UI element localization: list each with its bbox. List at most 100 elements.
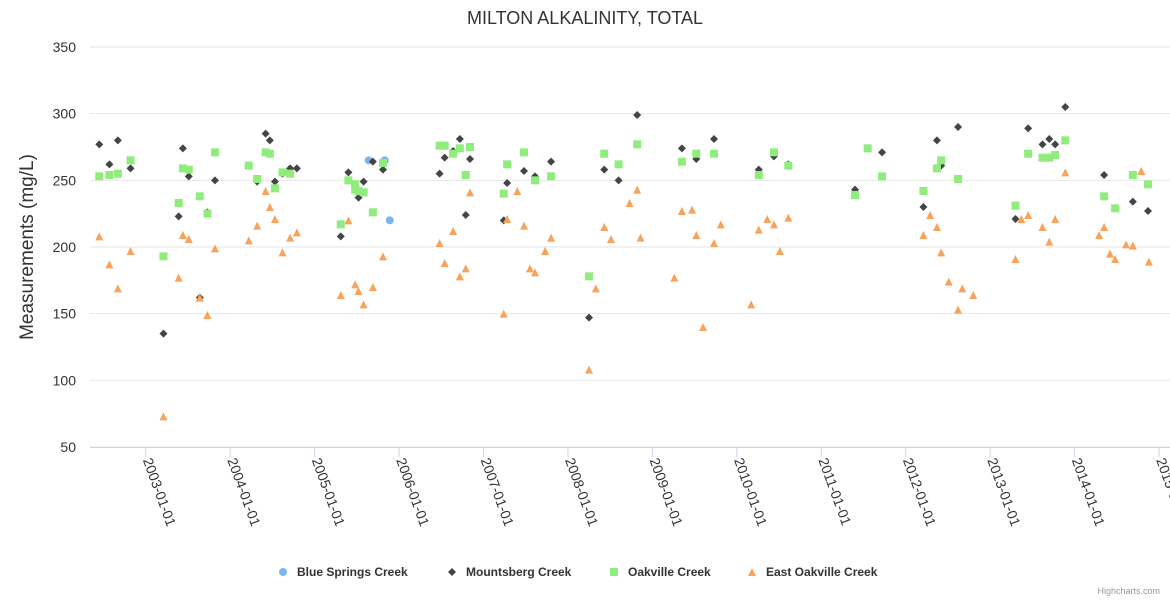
- data-point: [688, 205, 697, 214]
- data-point: [937, 156, 946, 165]
- legend[interactable]: Blue Springs Creek Mountsberg Creek Oakvil…: [279, 565, 878, 579]
- legend-label[interactable]: East Oakville Creek: [766, 565, 878, 579]
- data-point: [455, 135, 464, 143]
- legend-label[interactable]: Oakville Creek: [628, 565, 711, 579]
- data-point: [769, 148, 778, 157]
- data-point: [435, 141, 444, 150]
- data-point: [203, 209, 212, 218]
- data-point: [851, 191, 860, 199]
- data-point: [1051, 151, 1060, 159]
- data-point: [1011, 255, 1020, 263]
- data-point: [368, 283, 377, 291]
- data-point: [585, 272, 594, 281]
- x-tick-label: 2013-01-01: [984, 456, 1024, 529]
- data-point: [633, 140, 642, 149]
- data-point: [531, 268, 540, 277]
- data-point: [585, 365, 594, 374]
- data-point: [932, 164, 941, 173]
- data-point: [440, 141, 449, 150]
- data-point: [520, 167, 529, 175]
- series-east-oakville-creek: [95, 167, 1153, 421]
- data-point: [261, 187, 270, 195]
- legend-label[interactable]: Mountsberg Creek: [466, 565, 572, 579]
- data-point: [265, 136, 274, 145]
- legend-label[interactable]: Blue Springs Creek: [297, 565, 408, 579]
- data-point: [670, 273, 679, 282]
- data-point: [1111, 204, 1120, 213]
- data-point: [1038, 223, 1047, 231]
- data-point: [178, 144, 187, 153]
- data-point: [195, 293, 204, 302]
- data-point: [113, 169, 122, 178]
- series-oakville-creek: [95, 136, 1153, 281]
- data-point: [1011, 201, 1020, 210]
- data-point: [336, 232, 345, 241]
- data-point: [954, 175, 963, 183]
- data-point: [455, 272, 464, 281]
- data-point: [174, 273, 183, 282]
- data-point: [105, 160, 114, 169]
- data-point: [600, 165, 609, 174]
- data-point: [174, 212, 183, 221]
- legend-circle-icon: [279, 568, 287, 576]
- data-point: [499, 189, 508, 198]
- data-point: [1024, 211, 1033, 219]
- legend-item[interactable]: East Oakville Creek: [748, 565, 878, 579]
- data-point: [465, 143, 474, 151]
- data-point: [775, 247, 784, 255]
- data-point: [105, 171, 114, 179]
- data-point: [937, 248, 946, 257]
- data-point: [203, 311, 212, 319]
- data-point: [1095, 231, 1104, 239]
- data-point: [1045, 135, 1054, 143]
- data-point: [754, 171, 763, 179]
- x-axis-ticks: 2003-01-01 2004-01-01 2005-01-01 2006-01-01…: [90, 447, 1170, 529]
- data-point: [1100, 171, 1109, 179]
- data-point: [525, 264, 534, 273]
- data-point: [178, 164, 187, 173]
- data-point: [95, 140, 104, 149]
- credit-link[interactable]: Highcharts.com: [1097, 586, 1160, 596]
- data-point: [1144, 207, 1153, 215]
- legend-item[interactable]: Mountsberg Creek: [448, 565, 572, 579]
- data-point: [359, 177, 368, 186]
- data-point: [455, 144, 464, 153]
- data-point: [692, 149, 701, 158]
- data-point: [969, 291, 978, 299]
- y-axis-label: Measurements (mg/L): [17, 154, 38, 340]
- data-point: [878, 172, 887, 181]
- data-point: [126, 247, 135, 255]
- data-point: [465, 188, 474, 197]
- data-point: [878, 148, 887, 157]
- data-point: [692, 231, 701, 239]
- data-point: [292, 164, 301, 173]
- data-point: [716, 220, 725, 229]
- data-point: [461, 171, 470, 179]
- data-point: [547, 157, 556, 166]
- data-point: [95, 172, 104, 181]
- data-point: [614, 176, 623, 185]
- data-point: [710, 149, 719, 158]
- data-point: [344, 216, 353, 225]
- data-point: [461, 264, 470, 273]
- y-tick-label: 300: [53, 106, 77, 122]
- data-point: [784, 161, 793, 170]
- data-point: [354, 287, 363, 295]
- data-point: [1011, 215, 1020, 223]
- data-point: [954, 123, 963, 131]
- data-point: [184, 165, 193, 174]
- legend-item[interactable]: Blue Springs Creek: [279, 565, 408, 579]
- data-point: [344, 176, 353, 185]
- legend-item[interactable]: Oakville Creek: [610, 565, 711, 579]
- data-point: [244, 161, 253, 170]
- data-point: [159, 412, 168, 421]
- data-point: [1061, 168, 1070, 177]
- x-tick-label: 2015-01-01: [1153, 456, 1170, 529]
- data-point: [677, 207, 686, 215]
- data-point: [178, 231, 187, 239]
- data-point: [270, 215, 279, 223]
- data-point: [503, 179, 512, 187]
- data-point: [520, 148, 529, 157]
- data-point: [754, 225, 763, 234]
